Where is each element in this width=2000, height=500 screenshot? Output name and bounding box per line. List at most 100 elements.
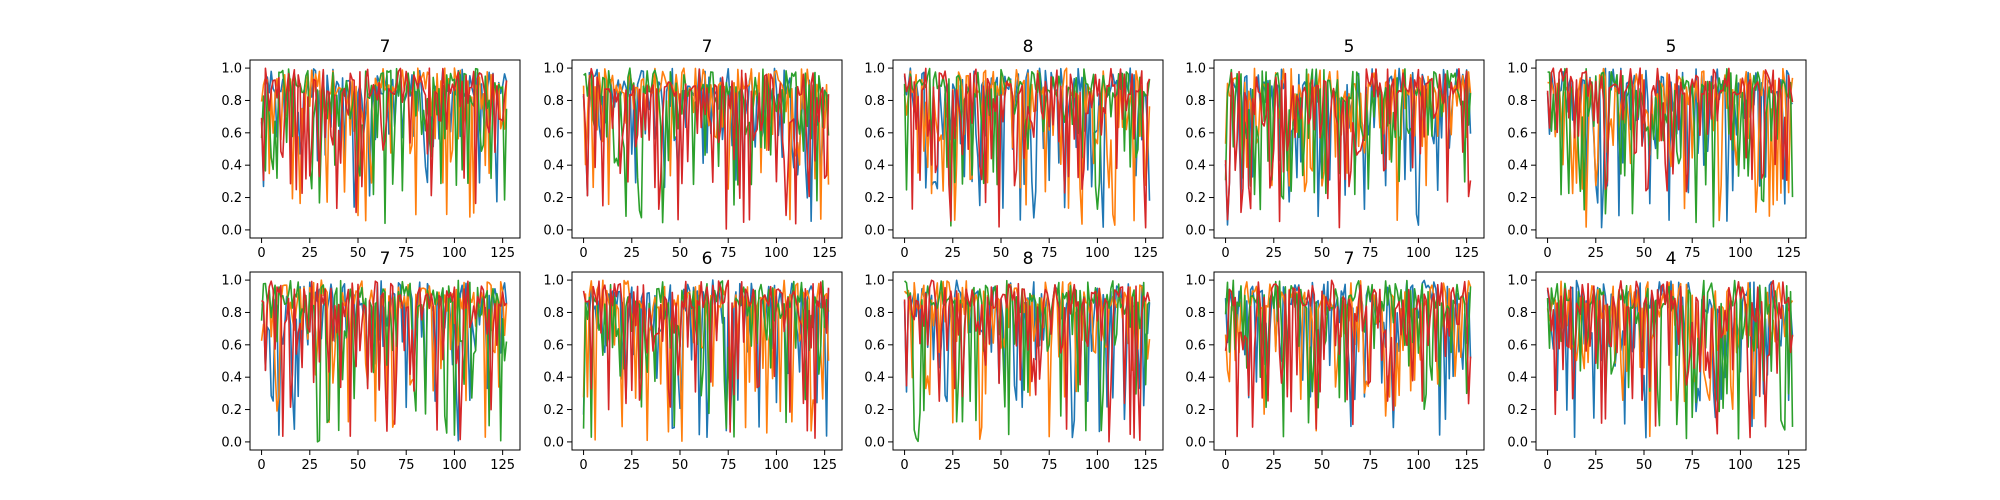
y-tick-label: 0.2	[1185, 191, 1206, 206]
y-tick-label: 1.0	[864, 274, 885, 289]
subplot-6: 0 25 50 75 100 125 0.0 0.2 0.4 0.6 0.8 1.0 7	[221, 249, 521, 473]
x-tick-label: 50	[1314, 246, 1331, 261]
series-group	[582, 279, 830, 442]
subplot-10: 0 25 50 75 100 125 0.0 0.2 0.4 0.6 0.8 1.0 4	[1507, 249, 1807, 473]
y-tick-label: 0.0	[864, 223, 885, 238]
series-line-4	[261, 280, 508, 441]
y-tick-label: 0.0	[1507, 223, 1528, 238]
subplot-2: 0 25 50 75 100 125 0.0 0.2 0.4 0.6 0.8 1.0 7	[543, 37, 843, 261]
series-group	[582, 67, 830, 230]
x-tick-label: 50	[672, 246, 689, 261]
series-line-4	[1546, 279, 1794, 439]
y-tick-label: 0.6	[864, 126, 885, 141]
y-tick-label: 0.2	[864, 191, 885, 206]
subplot-7: 0 25 50 75 100 125 0.0 0.2 0.4 0.6 0.8 1.0 6	[543, 249, 843, 473]
y-tick-label: 0.8	[543, 94, 564, 109]
x-tick-label: 50	[993, 458, 1010, 473]
subplot-title: 6	[702, 249, 713, 269]
x-tick-label: 125	[812, 246, 837, 261]
axes-frame	[249, 59, 521, 239]
x-tick-label: 0	[579, 246, 587, 261]
x-tick-label: 125	[490, 246, 515, 261]
x-tick-label: 25	[302, 246, 319, 261]
x-tick-label: 25	[302, 458, 319, 473]
x-tick-label: 50	[350, 246, 367, 261]
x-tick-label: 100	[764, 458, 789, 473]
series-line-3	[260, 279, 508, 443]
x-tick-label: 75	[1362, 458, 1379, 473]
y-tick-label: 0.8	[864, 94, 885, 109]
x-tick-label: 75	[398, 246, 415, 261]
series-group	[260, 67, 508, 225]
axes-frame	[571, 59, 843, 239]
x-tick-label: 25	[1266, 246, 1283, 261]
axes-frame	[571, 271, 843, 451]
series-line-4	[1224, 68, 1472, 229]
x-tick-label: 100	[1406, 246, 1431, 261]
series-group	[1546, 67, 1794, 229]
axes-frame	[892, 59, 1164, 239]
y-tick-label: 1.0	[1185, 62, 1206, 77]
series-line-4	[903, 67, 1151, 229]
y-tick-label: 0.4	[1507, 159, 1528, 174]
y-tick-label: 0.2	[1507, 403, 1528, 418]
series-group	[260, 279, 508, 443]
subplot-4: 0 25 50 75 100 125 0.0 0.2 0.4 0.6 0.8 1.0 5	[1185, 37, 1485, 261]
y-tick-label: 0.0	[221, 435, 242, 450]
x-tick-label: 0	[900, 458, 908, 473]
x-tick-label: 125	[812, 458, 837, 473]
y-tick-label: 0.0	[543, 435, 564, 450]
y-tick-label: 0.4	[1185, 371, 1206, 386]
x-tick-label: 0	[1221, 458, 1229, 473]
y-tick-label: 0.6	[543, 338, 564, 353]
y-tick-label: 0.0	[221, 223, 242, 238]
subplot-title: 7	[380, 249, 391, 269]
x-tick-label: 75	[1041, 458, 1058, 473]
y-tick-label: 0.0	[1185, 223, 1206, 238]
y-tick-label: 1.0	[221, 274, 242, 289]
x-tick-label: 125	[1454, 458, 1479, 473]
axes-frame	[249, 271, 521, 451]
axes-frame	[892, 271, 1164, 451]
x-tick-label: 100	[764, 246, 789, 261]
x-tick-label: 50	[1636, 246, 1653, 261]
series-line-4	[260, 67, 508, 214]
axes-frame	[1535, 59, 1807, 239]
x-tick-label: 50	[993, 246, 1010, 261]
x-tick-label: 25	[1588, 246, 1605, 261]
x-tick-label: 25	[624, 246, 641, 261]
y-tick-label: 0.0	[864, 435, 885, 450]
x-tick-label: 75	[720, 246, 737, 261]
x-tick-label: 100	[1406, 458, 1431, 473]
series-line-4	[1546, 67, 1794, 193]
x-tick-label: 125	[1133, 246, 1158, 261]
subplot-title: 5	[1344, 37, 1355, 57]
x-tick-label: 75	[720, 458, 737, 473]
x-tick-label: 50	[350, 458, 367, 473]
x-tick-label: 0	[257, 246, 265, 261]
series-line-3	[583, 67, 830, 224]
axes-frame	[1213, 59, 1485, 239]
y-tick-label: 0.4	[864, 159, 885, 174]
x-tick-label: 0	[1543, 246, 1551, 261]
y-tick-label: 0.8	[864, 306, 885, 321]
x-tick-label: 100	[442, 458, 467, 473]
series-group	[1224, 67, 1472, 229]
series-line-2	[903, 67, 1151, 226]
x-tick-label: 100	[442, 246, 467, 261]
x-tick-label: 50	[672, 458, 689, 473]
x-tick-label: 50	[1636, 458, 1653, 473]
y-tick-label: 0.8	[543, 306, 564, 321]
y-tick-label: 0.4	[864, 371, 885, 386]
x-tick-label: 100	[1728, 246, 1753, 261]
axes-frame	[1213, 271, 1485, 451]
y-tick-label: 1.0	[221, 62, 242, 77]
x-tick-label: 100	[1085, 246, 1110, 261]
x-tick-label: 100	[1085, 458, 1110, 473]
y-tick-label: 0.8	[1185, 94, 1206, 109]
x-tick-label: 75	[1041, 246, 1058, 261]
series-line-3	[1547, 67, 1794, 228]
y-tick-label: 0.0	[1185, 435, 1206, 450]
y-tick-label: 0.2	[1185, 403, 1206, 418]
